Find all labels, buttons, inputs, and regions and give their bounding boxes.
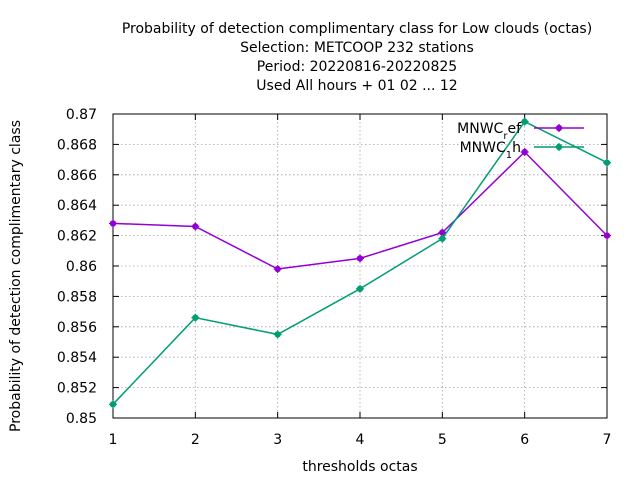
x-tick-label: 5: [438, 432, 447, 448]
x-tick-label: 1: [109, 432, 118, 448]
series: [109, 117, 611, 409]
data-point-series-1: [109, 400, 117, 409]
title-line: Used All hours + 01 02 ... 12: [256, 78, 457, 94]
data-point-series-1: [356, 284, 364, 293]
data-point-series-1: [603, 158, 611, 167]
data-point-series-0: [191, 222, 200, 231]
x-tick-label: 2: [191, 432, 200, 448]
y-tick-label: 0.854: [57, 350, 97, 366]
y-tick-label: 0.866: [57, 168, 97, 184]
y-tick-label: 0.87: [66, 107, 97, 123]
legend-label: MNWCref: [457, 121, 522, 142]
y-tick-label: 0.858: [57, 289, 97, 305]
x-axis: 1 2 3 4 5 6 7: [109, 114, 612, 448]
title-line: Selection: METCOOP 232 stations: [240, 40, 474, 56]
y-tick-label: 0.85: [66, 411, 97, 427]
title-line: Period: 20220816-20220825: [257, 59, 457, 75]
chart-title: Probability of detection complimentary c…: [122, 21, 592, 94]
data-point-series-1: [191, 313, 200, 322]
x-tick-label: 4: [356, 432, 365, 448]
data-point-series-0: [109, 219, 117, 228]
y-axis: 0.85 0.852 0.854 0.856 0.858 0.86 0.862 0.864 0.…: [57, 107, 607, 427]
legend-label: MNWC1h: [460, 140, 521, 161]
x-axis-label: thresholds octas: [302, 459, 417, 475]
legend-marker: [555, 124, 563, 132]
y-tick-label: 0.862: [57, 229, 97, 245]
y-tick-label: 0.852: [57, 381, 97, 397]
data-point-series-1: [438, 234, 447, 243]
x-tick-label: 6: [520, 432, 529, 448]
y-axis-label: Probability of detection complimentary c…: [8, 120, 24, 432]
x-tick-label: 7: [603, 432, 612, 448]
data-point-series-0: [356, 254, 364, 263]
data-point-series-1: [273, 330, 282, 339]
legend-marker: [555, 143, 563, 151]
y-tick-label: 0.86: [66, 259, 97, 275]
y-tick-label: 0.856: [57, 320, 97, 336]
data-point-series-1: [520, 117, 529, 126]
data-point-series-0: [520, 148, 529, 156]
x-tick-label: 3: [273, 432, 282, 448]
data-point-series-0: [603, 231, 611, 240]
y-tick-label: 0.868: [57, 137, 97, 153]
title-line: Probability of detection complimentary c…: [122, 21, 592, 37]
data-point-series-0: [273, 265, 282, 274]
y-tick-label: 0.864: [57, 198, 97, 214]
